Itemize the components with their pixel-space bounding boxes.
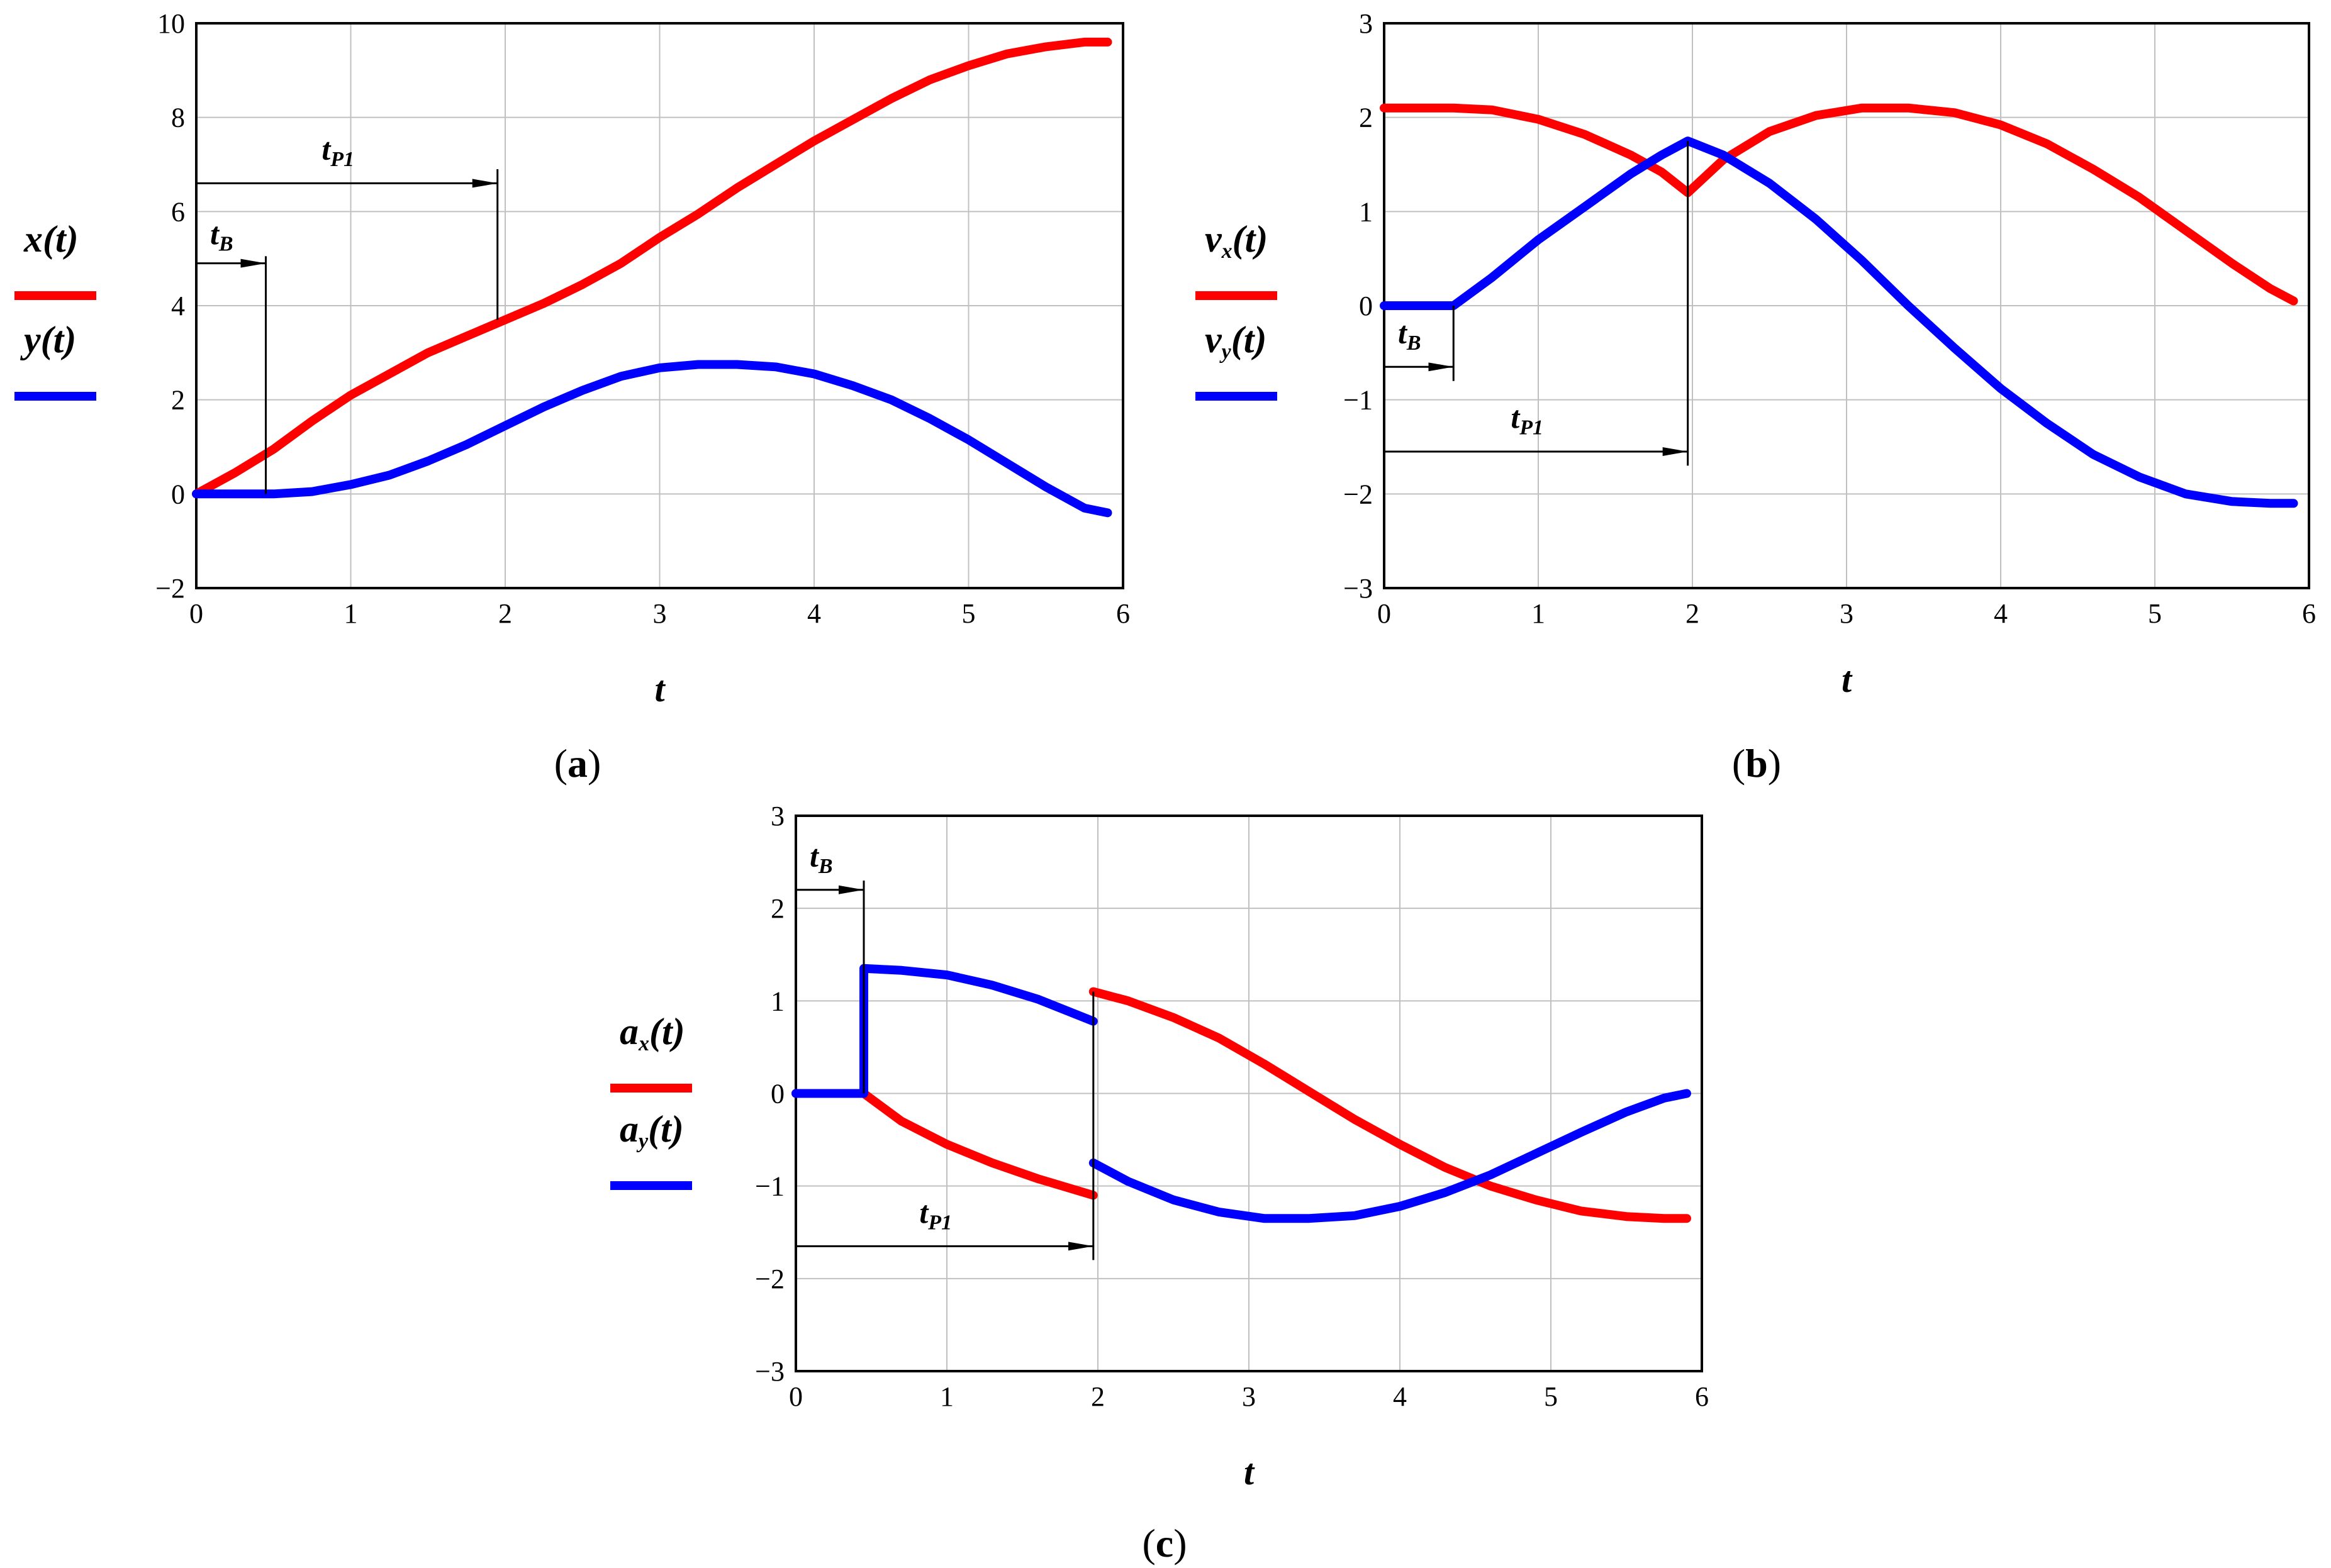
legend-entry-2: vy(t): [1195, 319, 1277, 401]
x-tick-label: 4: [1393, 1381, 1407, 1412]
y-tick-label: −2: [755, 1264, 785, 1294]
y-tick-label: 0: [171, 479, 185, 509]
plot-frame: [195, 22, 1124, 589]
panel-caption: (a): [554, 741, 601, 786]
x-tick-label: 6: [1695, 1381, 1709, 1412]
x-tick-label: 1: [1531, 598, 1545, 629]
y-tick-label: 6: [171, 196, 185, 227]
series-line-1: [791, 987, 1691, 1223]
x-tick-label: 0: [1377, 598, 1391, 629]
annotation-tP1: tP1: [1384, 141, 1689, 466]
panel-caption: (c): [1142, 1521, 1187, 1565]
legend-label: ax(t): [620, 1011, 685, 1055]
x-tick-label: 0: [789, 1381, 803, 1412]
legend-entry-1: x(t): [14, 218, 96, 300]
legend-entry-2: ay(t): [610, 1108, 692, 1190]
x-tick-label: 5: [1544, 1381, 1558, 1412]
annotation-tB: tB: [1384, 306, 1455, 381]
chart-panel-c: 0 1 2 3 4 5 6 −3 −2 −1 0 1 2 3 t tB tP1 ax(t) ay(t) (c): [610, 801, 1709, 1565]
y-tick-label: 0: [771, 1079, 785, 1109]
annotation-tP1: tP1: [796, 991, 1095, 1260]
annotation-label: tB: [810, 838, 833, 878]
y-tick-label: −1: [1343, 385, 1373, 416]
series-line-2: [1380, 136, 2298, 508]
annotation-label: tB: [210, 216, 233, 256]
y-tick-label: 10: [157, 8, 185, 39]
series-line-2: [192, 360, 1112, 518]
legend-entry-2: y(t): [14, 319, 96, 401]
x-tick-label: 4: [1994, 598, 2008, 629]
x-tick-label: 3: [1242, 1381, 1256, 1412]
y-tick-label: −2: [1343, 479, 1373, 509]
x-tick-label: 0: [189, 598, 203, 629]
y-tick-label: 2: [1359, 103, 1373, 133]
x-tick-label: 1: [344, 598, 358, 629]
y-tick-label: −2: [155, 573, 185, 604]
y-tick-label: −3: [755, 1356, 785, 1387]
y-tick-label: 1: [771, 986, 785, 1016]
y-tick-label: 4: [171, 291, 185, 321]
legend-label: ay(t): [620, 1108, 684, 1153]
legend-label: vy(t): [1205, 319, 1266, 364]
x-tick-label: 2: [1091, 1381, 1105, 1412]
legend-entry-1: vx(t): [1195, 218, 1277, 300]
x-tick-label: 6: [2302, 598, 2316, 629]
annotation-label: tP1: [321, 131, 354, 171]
x-tick-label: 5: [2148, 598, 2162, 629]
x-tick-label: 5: [962, 598, 976, 629]
y-tick-label: −3: [1343, 573, 1373, 604]
x-tick-label: 1: [940, 1381, 954, 1412]
x-axis-label: t: [1244, 1452, 1255, 1493]
series-line-1: [192, 37, 1112, 499]
x-tick-label: 3: [1840, 598, 1853, 629]
x-axis-label: t: [654, 669, 666, 709]
x-tick-label: 2: [498, 598, 512, 629]
annotation-tB: tB: [196, 216, 267, 494]
panel-caption: (b): [1732, 741, 1781, 786]
legend-label: x(t): [23, 218, 79, 260]
annotation-tP1: tP1: [196, 131, 499, 320]
y-tick-label: 3: [1359, 8, 1373, 39]
x-tick-label: 4: [807, 598, 821, 629]
legend-label: y(t): [20, 319, 76, 360]
y-tick-label: 8: [171, 103, 185, 133]
legend-label: vx(t): [1205, 218, 1268, 263]
x-tick-label: 2: [1685, 598, 1699, 629]
y-tick-label: 3: [771, 801, 785, 831]
x-tick-label: 3: [653, 598, 667, 629]
annotation-label: tB: [1398, 315, 1421, 355]
y-tick-label: 0: [1359, 291, 1373, 321]
x-axis-label: t: [1842, 659, 1853, 700]
legend-entry-1: ax(t): [610, 1011, 692, 1093]
annotation-label: tP1: [919, 1195, 952, 1235]
annotation-label: tP1: [1511, 400, 1543, 440]
annotation-tB: tB: [796, 838, 865, 1094]
series-line-1: [1380, 103, 2298, 306]
chart-panel-b: 0 1 2 3 4 5 6 −3 −2 −1 0 1 2 3 t tB tP1 vx(t) vy(t) (b): [1195, 8, 2316, 786]
y-tick-label: −1: [755, 1171, 785, 1202]
y-tick-label: 1: [1359, 196, 1373, 227]
y-tick-label: 2: [171, 385, 185, 416]
y-tick-label: 2: [771, 893, 785, 924]
x-tick-label: 6: [1116, 598, 1130, 629]
